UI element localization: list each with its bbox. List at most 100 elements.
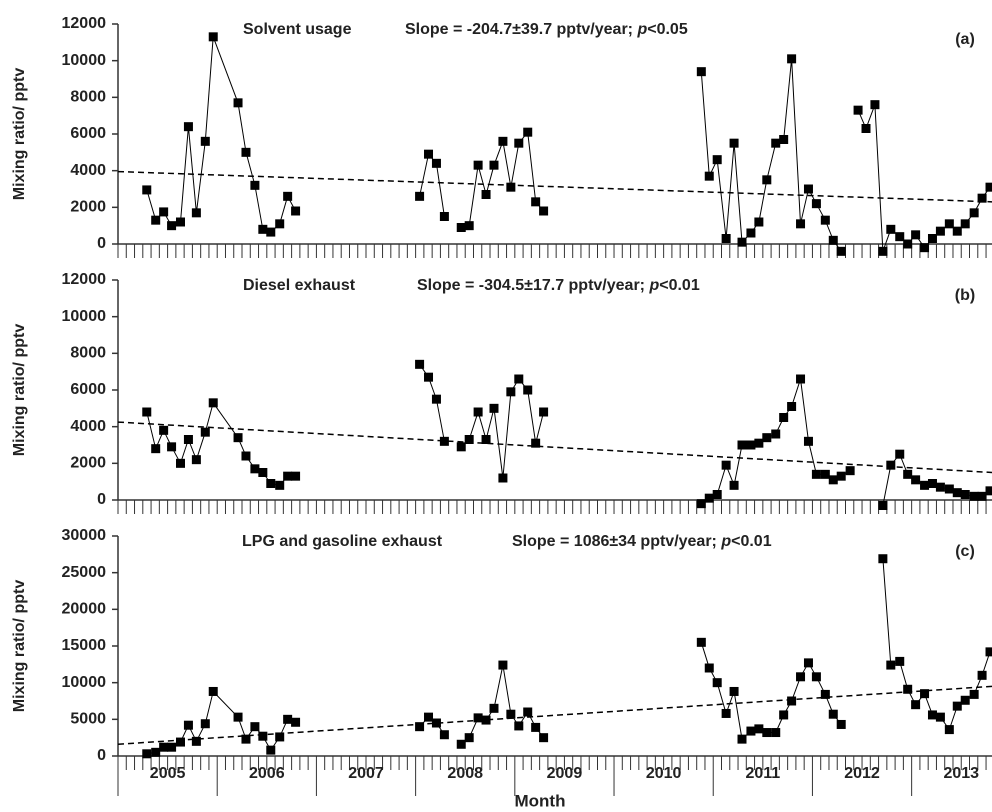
data-marker — [142, 407, 152, 417]
panel-label: (c) — [955, 543, 975, 560]
panel-title: LPG and gasoline exhaust — [242, 533, 443, 550]
panel-label: (b) — [955, 287, 975, 304]
data-marker — [903, 684, 913, 694]
data-marker — [779, 135, 789, 144]
data-marker — [811, 469, 821, 479]
data-marker — [828, 475, 838, 485]
data-marker — [796, 374, 806, 384]
data-marker — [886, 460, 896, 470]
data-marker — [531, 722, 541, 732]
data-marker — [283, 714, 293, 724]
data-marker — [498, 136, 508, 146]
data-marker — [771, 728, 781, 738]
data-marker — [911, 230, 921, 240]
data-marker — [771, 138, 781, 148]
data-marker — [175, 458, 185, 468]
y-tick-label: 10000 — [62, 674, 107, 691]
y-tick-label: 25000 — [62, 564, 107, 581]
data-marker — [489, 703, 499, 713]
data-marker — [729, 138, 739, 148]
data-marker — [439, 212, 449, 221]
data-marker — [415, 359, 425, 369]
data-marker — [721, 460, 731, 470]
data-marker — [985, 182, 992, 192]
data-marker — [811, 672, 821, 682]
slope-annotation: Slope = 1086±34 pptv/year; p<0.01 — [512, 533, 772, 550]
x-tick-label: 2007 — [348, 765, 384, 782]
data-marker — [266, 227, 276, 237]
data-marker — [696, 67, 706, 77]
data-marker — [167, 442, 177, 452]
data-marker — [911, 700, 921, 710]
data-marker — [456, 442, 466, 452]
data-marker — [977, 670, 987, 680]
data-marker — [935, 712, 945, 722]
data-marker — [531, 197, 541, 207]
data-marker — [241, 147, 251, 157]
slope-text: Slope = 1086±34 pptv/year; — [512, 533, 721, 550]
data-marker — [415, 191, 425, 201]
data-marker — [895, 656, 905, 666]
data-marker — [258, 224, 268, 234]
data-marker — [861, 124, 871, 133]
p-threshold: <0.05 — [647, 21, 688, 38]
data-marker — [266, 479, 276, 488]
data-marker — [523, 127, 533, 137]
data-marker — [275, 480, 285, 490]
data-marker — [853, 105, 863, 115]
data-marker — [208, 398, 218, 408]
data-marker — [539, 733, 549, 743]
data-marker — [704, 493, 714, 503]
data-marker — [944, 725, 954, 735]
data-marker — [737, 734, 747, 744]
data-marker — [796, 219, 806, 229]
data-marker — [820, 469, 830, 479]
panel-label: (a) — [955, 31, 975, 48]
data-marker — [250, 464, 260, 474]
data-marker — [183, 122, 193, 132]
data-marker — [737, 237, 747, 247]
data-marker — [481, 190, 491, 199]
data-marker — [275, 219, 285, 229]
data-marker — [464, 435, 474, 444]
y-tick-label: 12000 — [62, 271, 107, 288]
x-tick-label: 2006 — [249, 765, 285, 782]
data-marker — [439, 436, 449, 446]
data-marker — [424, 712, 434, 722]
data-marker — [886, 660, 896, 670]
slope-text: Slope = -204.7±39.7 pptv/year; — [405, 21, 637, 38]
data-marker — [886, 224, 896, 234]
data-marker — [456, 223, 466, 232]
y-tick-label: 4000 — [70, 418, 106, 435]
data-marker — [696, 499, 706, 509]
y-tick-label: 5000 — [70, 711, 106, 728]
y-tick-label: 8000 — [70, 89, 106, 106]
panel-title: Solvent usage — [243, 21, 352, 38]
data-marker — [920, 480, 930, 490]
data-marker — [803, 436, 813, 446]
data-marker — [275, 732, 285, 742]
data-marker — [233, 98, 243, 108]
data-marker — [241, 734, 251, 744]
data-marker — [895, 232, 905, 242]
data-marker — [704, 171, 714, 181]
y-tick-label: 20000 — [62, 601, 107, 618]
data-marker — [935, 226, 945, 236]
data-marker — [779, 413, 789, 422]
data-marker — [489, 403, 499, 413]
data-marker — [762, 728, 772, 738]
data-marker — [870, 100, 880, 110]
data-marker — [729, 686, 739, 696]
data-marker — [473, 407, 483, 417]
data-marker — [498, 473, 508, 483]
data-marker — [845, 466, 855, 476]
y-tick-label: 2000 — [70, 199, 106, 216]
data-marker — [498, 660, 508, 670]
data-marker — [539, 206, 549, 216]
y-tick-label: 15000 — [62, 637, 107, 654]
data-marker — [175, 737, 185, 747]
data-marker — [985, 486, 992, 496]
y-tick-label: 8000 — [70, 345, 106, 362]
data-marker — [142, 749, 152, 759]
slope-text: Slope = -304.5±17.7 pptv/year; — [417, 277, 649, 294]
